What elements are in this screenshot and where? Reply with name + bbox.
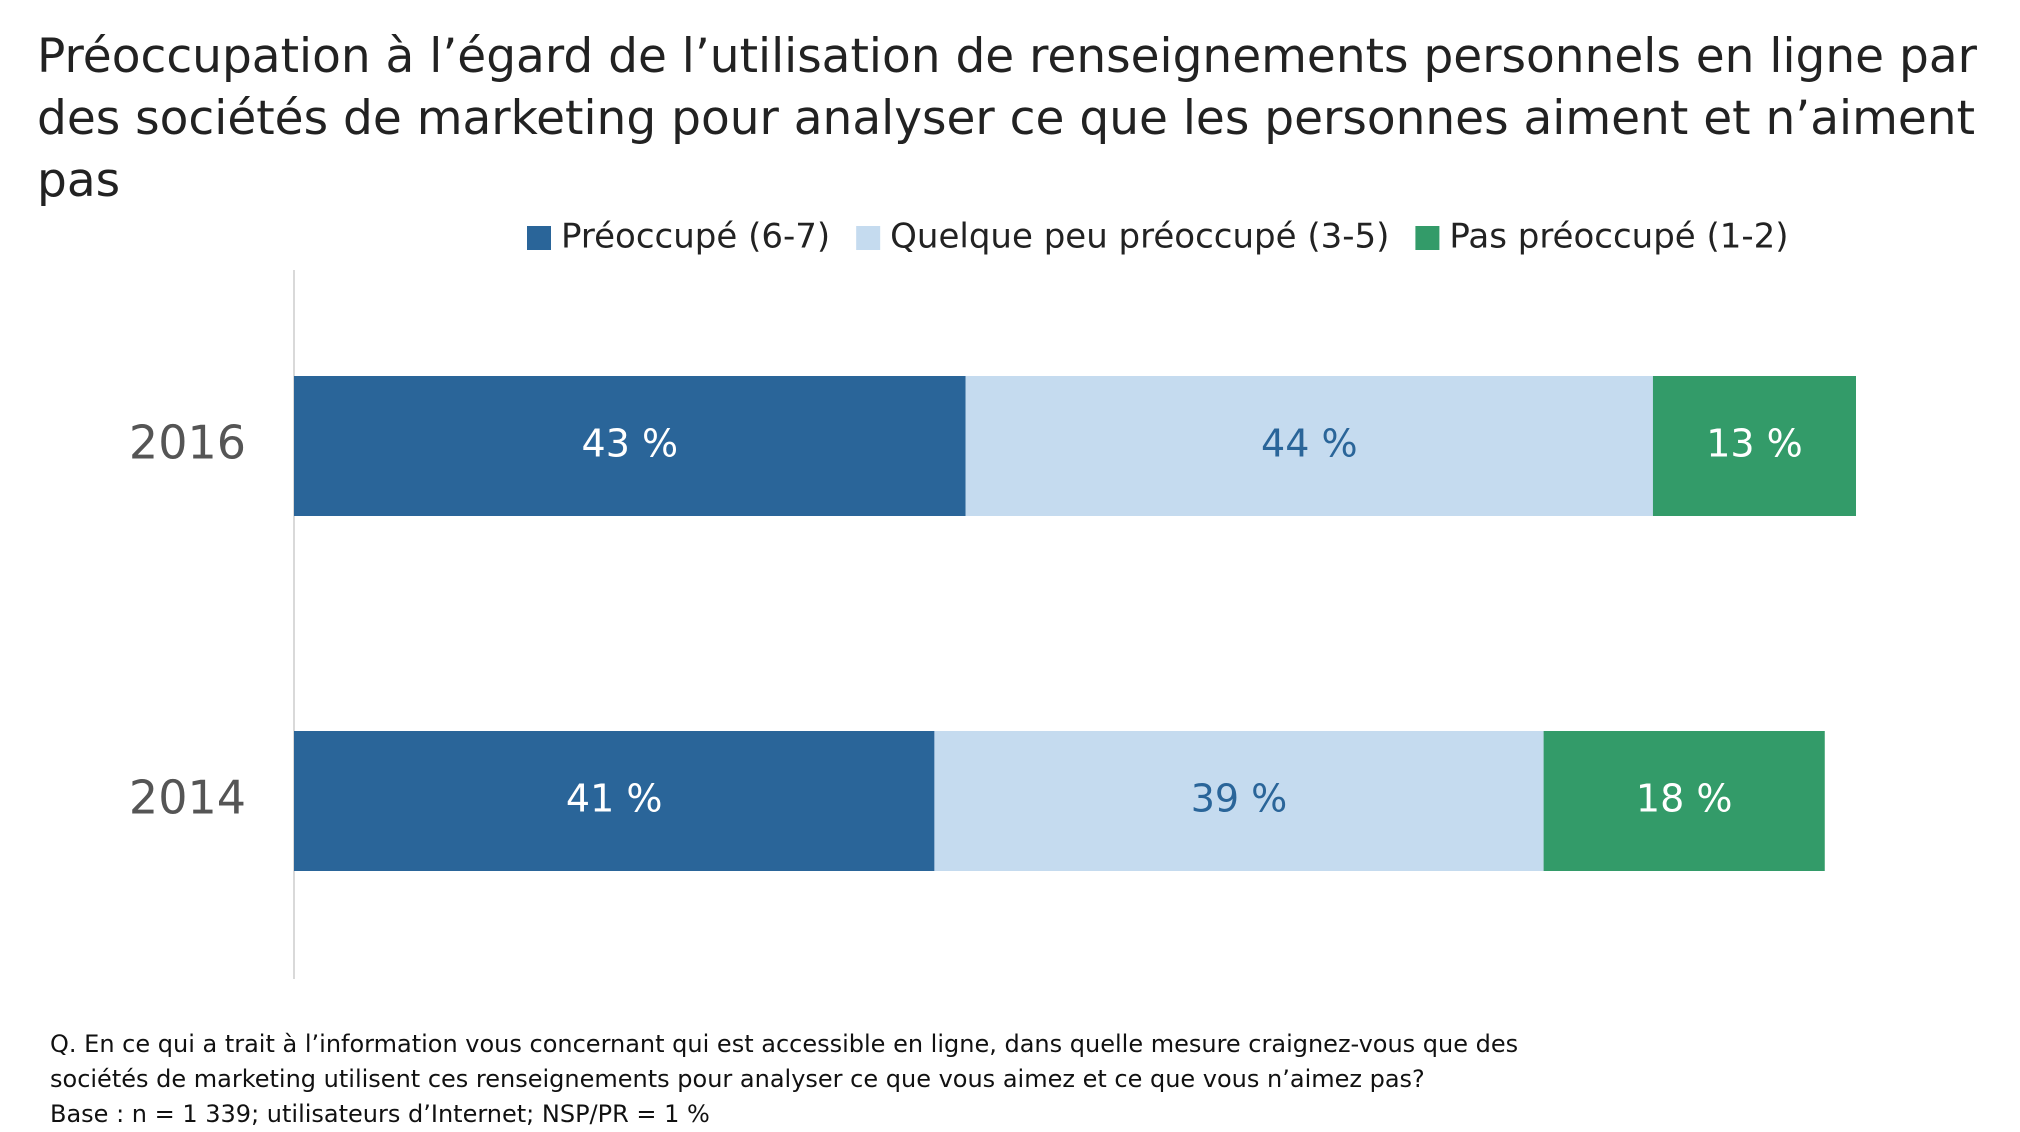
value-label: 13 % [1706,422,1803,466]
footnote: Base : n = 1 339; utilisateurs d’Interne… [50,1100,710,1128]
category-label: 2016 [129,416,246,470]
value-label: 44 % [1261,422,1358,466]
bar-segment [1543,731,1825,871]
bar-segment [934,731,1544,871]
value-label: 39 % [1191,777,1288,821]
value-label: 18 % [1636,777,1733,821]
legend-label: Pas préoccupé (1-2) [1449,217,1788,257]
footnote: sociétés de marketing utilisent ces rens… [50,1065,1425,1093]
bar-segment [1652,376,1856,516]
bar-segment [294,376,966,516]
category-label: 2014 [129,771,246,825]
legend-label: Quelque peu préoccupé (3-5) [890,217,1389,257]
legend-label: Préoccupé (6-7) [561,217,830,257]
chart-title: Préoccupation à l’égard de l’utilisation… [37,29,1977,208]
value-label: 43 % [582,422,679,466]
value-label: 41 % [566,777,663,821]
legend-swatch [856,226,881,250]
legend-swatch [1415,226,1440,250]
bar-segment [965,376,1653,516]
bar-segment [294,731,935,871]
footnote: Q. En ce qui a trait à l’information vou… [50,1030,1518,1058]
legend-swatch [527,226,551,250]
